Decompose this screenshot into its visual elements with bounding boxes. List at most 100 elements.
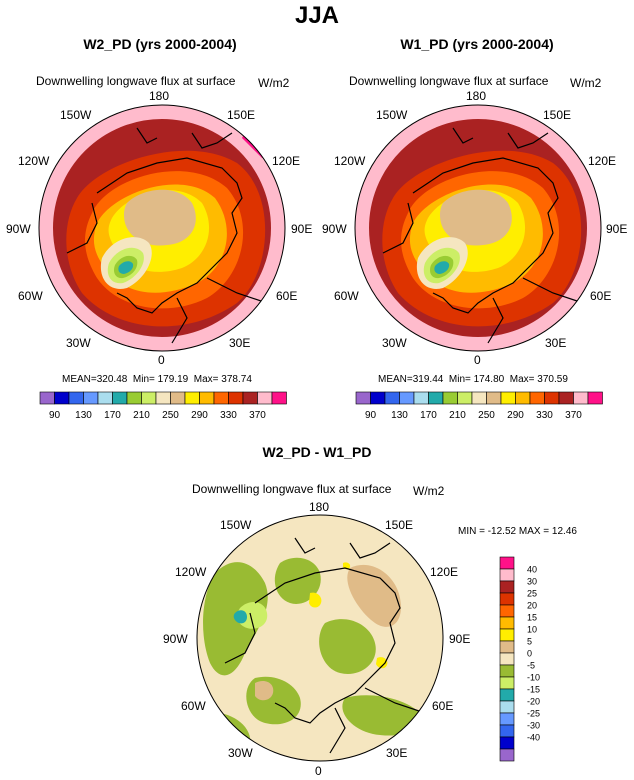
panel-2-colorbar-swatch xyxy=(442,391,458,405)
panel-2-lon-30e: 30E xyxy=(545,336,567,350)
panel-1-lon-30w: 30W xyxy=(66,336,91,350)
diff-colorbar-swatch xyxy=(499,748,515,762)
panel-1-map xyxy=(38,104,286,352)
panel-2-max: 370.59 xyxy=(537,374,568,385)
diff-stats: MIN = -12.52 MAX = 12.46 xyxy=(458,526,577,537)
panel-2-lon-120e: 120E xyxy=(588,154,617,168)
panel-1-lon-90e: 90E xyxy=(291,222,313,236)
diff-colorbar-swatch xyxy=(499,676,515,690)
panel-1-colorbar-swatch xyxy=(242,391,258,405)
panel-2-title: W1_PD (yrs 2000-2004) xyxy=(400,36,554,52)
diff-colorbar-swatch xyxy=(499,700,515,714)
diff-lon-150w: 150W xyxy=(220,518,252,532)
diff-colorbar-label: 40 xyxy=(527,565,537,575)
panel-1-variable: Downwelling longwave flux at surface xyxy=(36,74,236,88)
panel-2-colorbar-swatch xyxy=(457,391,473,405)
panel-2-colorbar-swatch xyxy=(413,391,429,405)
diff-colorbar-swatch xyxy=(499,652,515,666)
panel-1-colorbar-swatch xyxy=(54,391,70,405)
diff-colorbar-swatch xyxy=(499,712,515,726)
diff-colorbar-label: -10 xyxy=(527,673,540,683)
diff-colorbar-label: 5 xyxy=(527,637,532,647)
figure-title: JJA xyxy=(294,2,340,29)
panel-1-colorbar: 90 130 170 210 250 290 330 370 xyxy=(39,391,287,421)
panel-1-lon-180: 180 xyxy=(149,89,170,103)
panel-2-colorbar-swatch xyxy=(384,391,400,405)
diff-lon-30e: 30E xyxy=(386,746,408,760)
diff-units: W/m2 xyxy=(413,484,445,498)
diff-lon-90w: 90W xyxy=(163,632,188,646)
panel-1-colorbar-label: 90 xyxy=(49,410,61,421)
panel-1-colorbar-swatch xyxy=(141,391,157,405)
diff-colorbar-label: 15 xyxy=(527,613,537,623)
panel-2-colorbar-label: 130 xyxy=(391,410,408,421)
panel-2-colorbar-swatch xyxy=(500,391,516,405)
panel-2-lon-0: 0 xyxy=(474,353,481,367)
diff-colorbar-swatch xyxy=(499,556,515,570)
panel-2-colorbar-swatch xyxy=(515,391,531,405)
panel-2-colorbar-label: 90 xyxy=(365,410,377,421)
panel-2-lon-90w: 90W xyxy=(322,222,347,236)
diff-lon-0: 0 xyxy=(315,764,322,778)
diff-title: W2_PD - W1_PD xyxy=(262,444,372,460)
panel-2-min: 174.80 xyxy=(473,374,505,385)
diff-colorbar-label: 10 xyxy=(527,625,537,635)
diff-colorbar-label: 25 xyxy=(527,589,537,599)
panel-1-stats: MEAN=320.48 Min= 179.19 Max= 378.74 xyxy=(62,374,252,385)
panel-1-colorbar-label: 330 xyxy=(220,410,237,421)
panel-2-colorbar-swatch xyxy=(587,391,603,405)
panel-2-colorbar-swatch xyxy=(471,391,487,405)
panel-2-lon-150w: 150W xyxy=(376,108,408,122)
panel-2-colorbar-label: 210 xyxy=(449,410,466,421)
panel-1-colorbar-swatch xyxy=(184,391,200,405)
panel-2-lon-30w: 30W xyxy=(382,336,407,350)
diff-colorbar-label: 20 xyxy=(527,601,537,611)
panel-1-colorbar-swatch xyxy=(199,391,215,405)
panel-1-colorbar-swatch xyxy=(155,391,171,405)
panel-2-lon-150e: 150E xyxy=(543,108,572,122)
panel-1-lon-150w: 150W xyxy=(60,108,92,122)
panel-2-colorbar-swatch xyxy=(428,391,444,405)
diff-colorbar-label: -15 xyxy=(527,685,540,695)
diff-variable: Downwelling longwave flux at surface xyxy=(192,482,392,496)
panel-1-colorbar-swatch xyxy=(228,391,244,405)
diff-colorbar-swatch xyxy=(499,568,515,582)
diff-colorbar-swatch xyxy=(499,688,515,702)
panel-1-lon-30e: 30E xyxy=(229,336,251,350)
panel-2-colorbar-swatch xyxy=(544,391,560,405)
diff-colorbar-label: -20 xyxy=(527,697,540,707)
panel-2-colorbar-swatch xyxy=(573,391,589,405)
diff-colorbar-swatch xyxy=(499,592,515,606)
diff-colorbar-swatch xyxy=(499,604,515,618)
diff-lon-30w: 30W xyxy=(228,746,253,760)
panel-1-colorbar-swatch xyxy=(68,391,84,405)
panel-1-colorbar-swatch xyxy=(271,391,287,405)
panel-1-lon-120e: 120E xyxy=(272,154,301,168)
panel-1-lon-0: 0 xyxy=(158,353,165,367)
diff-lon-150e: 150E xyxy=(385,518,414,532)
diff-colorbar-swatch xyxy=(499,640,515,654)
panel-2-lon-60e: 60E xyxy=(590,289,612,303)
panel-1-colorbar-swatch xyxy=(39,391,55,405)
diff-colorbar-swatch xyxy=(499,736,515,750)
diff-lon-60w: 60W xyxy=(181,699,206,713)
panel-2-map xyxy=(354,104,602,352)
panel-1-colorbar-label: 250 xyxy=(162,410,179,421)
panel-1-max: 378.74 xyxy=(221,374,252,385)
panel-2-colorbar-swatch xyxy=(558,391,574,405)
panel-2-lon-60w: 60W xyxy=(334,289,359,303)
panel-2-colorbar-swatch xyxy=(529,391,545,405)
panel-2-colorbar-label: 330 xyxy=(536,410,553,421)
diff-colorbar-label: -40 xyxy=(527,733,540,743)
diff-colorbar-label: 30 xyxy=(527,577,537,587)
diff-colorbar: 40 30 25 20 15 10 5 0 -5 -10 -15 -20 -25 -30 -40 xyxy=(499,556,540,762)
diff-colorbar-label: -5 xyxy=(527,661,535,671)
diff-colorbar-label: -30 xyxy=(527,721,540,731)
diff-colorbar-swatch xyxy=(499,724,515,738)
panel-1-colorbar-swatch xyxy=(112,391,128,405)
diff-lon-120w: 120W xyxy=(175,565,207,579)
panel-2-colorbar-label: 370 xyxy=(565,410,582,421)
panel-2-lon-180: 180 xyxy=(466,89,487,103)
panel-1-colorbar-label: 130 xyxy=(75,410,92,421)
panel-2-colorbar-label: 170 xyxy=(420,410,437,421)
